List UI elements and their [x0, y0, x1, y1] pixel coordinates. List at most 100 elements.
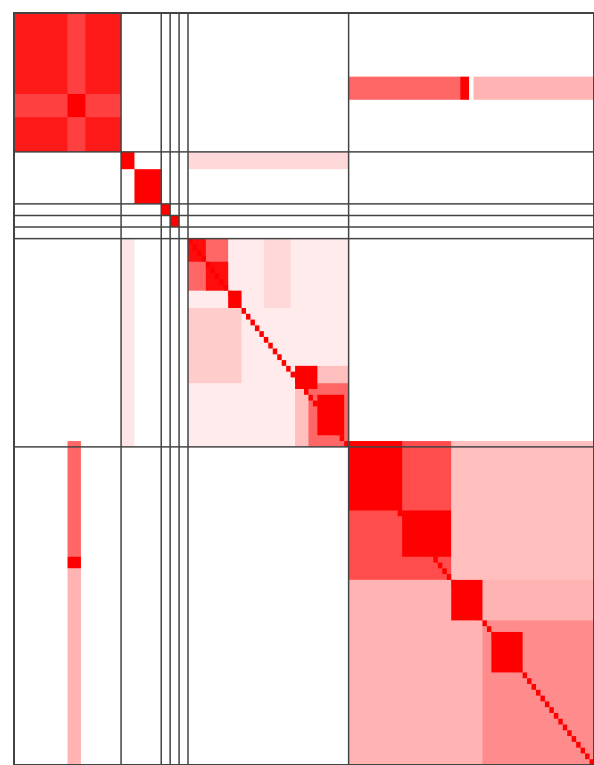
diagonal-cell — [522, 672, 528, 679]
diagonal-cell — [370, 475, 376, 482]
diagonal-cell — [527, 678, 532, 685]
diagonal-cell — [397, 510, 403, 517]
diagonal-cell — [486, 626, 492, 632]
diagonal-cell — [250, 319, 255, 326]
diagonal-cell — [196, 250, 202, 256]
diagonal-cell — [384, 493, 389, 499]
diagonal-cell — [437, 562, 443, 569]
diagonal-cell — [571, 736, 577, 742]
heat-cell — [188, 308, 242, 384]
diagonal-cell — [254, 325, 260, 332]
heat-cell — [67, 556, 81, 569]
diagonal-cell — [353, 452, 358, 459]
heat-cell — [451, 441, 594, 580]
diagonal-cell — [442, 568, 447, 575]
diagonal-cell — [201, 255, 206, 262]
diagonal-cell — [495, 637, 501, 644]
diagonal-cell — [268, 342, 273, 349]
heat-cell — [348, 579, 452, 765]
diagonal-cell — [375, 481, 380, 488]
diagonal-cell — [295, 377, 300, 384]
diagonal-cell — [393, 504, 398, 511]
diagonal-cell — [312, 400, 318, 407]
heat-cell — [473, 76, 594, 100]
diagonal-cell — [446, 574, 452, 580]
diagonal-cell — [433, 556, 438, 563]
frame — [13, 12, 594, 765]
diagonal-cell — [420, 539, 425, 546]
diagonal-cell — [348, 446, 354, 453]
diagonal-cell — [232, 296, 238, 303]
diagonal-cell — [366, 469, 371, 476]
diagonal-cell — [500, 643, 505, 650]
diagonal-cell — [290, 371, 296, 378]
diagonal-cell — [304, 389, 309, 395]
heat-cell — [348, 76, 461, 100]
heat-cell — [263, 238, 291, 309]
diagonal-cell — [544, 701, 550, 708]
diagonal-cell — [210, 267, 215, 274]
diagonal-cell — [237, 302, 242, 309]
diagonal-cell — [188, 238, 193, 245]
diagonal-cell — [428, 550, 434, 557]
diagonal-cell — [259, 331, 264, 337]
diagonal-cell — [455, 585, 461, 592]
diagonal-cell — [513, 660, 519, 667]
diagonal-cell — [299, 383, 304, 389]
diagonal-cell — [317, 406, 322, 413]
diagonal-cell — [536, 689, 541, 696]
diagonal-cell — [576, 741, 581, 748]
diagonal-cell — [281, 360, 287, 366]
heat-cell — [188, 151, 349, 170]
heat-cell — [121, 151, 135, 170]
diagonal-cell — [469, 603, 474, 609]
diagonal-cell — [553, 712, 559, 719]
heat-cell — [121, 238, 135, 447]
diagonal-cell — [402, 516, 407, 523]
diagonal-cell — [580, 747, 586, 754]
diagonal-cell — [228, 290, 233, 297]
diagonal-cell — [344, 441, 349, 447]
diagonal-cell — [272, 348, 278, 355]
heat-cell — [170, 215, 180, 228]
heat-cell — [67, 93, 86, 118]
diagonal-cell — [491, 631, 496, 638]
diagonal-cell — [357, 458, 362, 465]
diagonal-cell — [415, 533, 420, 540]
heat-cell — [67, 13, 86, 152]
diagonal-cell — [246, 313, 251, 320]
diagonal-cell — [464, 597, 470, 604]
diagonal-cell — [308, 394, 313, 401]
diagonal-cell — [277, 354, 282, 361]
diagonal-cell — [379, 487, 385, 494]
diagonal-cell — [504, 649, 510, 656]
diagonal-cell — [518, 666, 523, 673]
diagonal-cell — [330, 423, 336, 430]
heat-cell — [460, 76, 470, 100]
diagonal-cell — [219, 279, 224, 285]
diagonal-cell — [424, 545, 429, 551]
diagonal-cell — [540, 695, 545, 702]
diagonal-cell — [286, 365, 291, 372]
heat-cell — [67, 441, 81, 569]
diagonal-cell — [562, 724, 568, 731]
diagonal-cell — [567, 730, 572, 737]
diagonal-cell — [478, 614, 483, 621]
diagonal-cell — [549, 707, 554, 713]
diagonal-cell — [406, 522, 412, 528]
diagonal-cell — [192, 244, 197, 251]
heat-cell — [161, 203, 171, 216]
diagonal-cell — [321, 412, 327, 418]
heat-cell — [67, 568, 81, 765]
diagonal-cell — [263, 336, 269, 343]
diagonal-cell — [205, 261, 211, 268]
diagonal-cell — [411, 527, 416, 534]
diagonal-cell — [326, 417, 331, 424]
diagonal-cell — [241, 308, 246, 314]
diagonal-cell — [223, 284, 229, 291]
diagonal-cell — [451, 579, 456, 586]
diagonal-cell — [585, 753, 590, 760]
diagonal-cell — [482, 620, 487, 627]
diagonal-cell — [589, 759, 594, 765]
